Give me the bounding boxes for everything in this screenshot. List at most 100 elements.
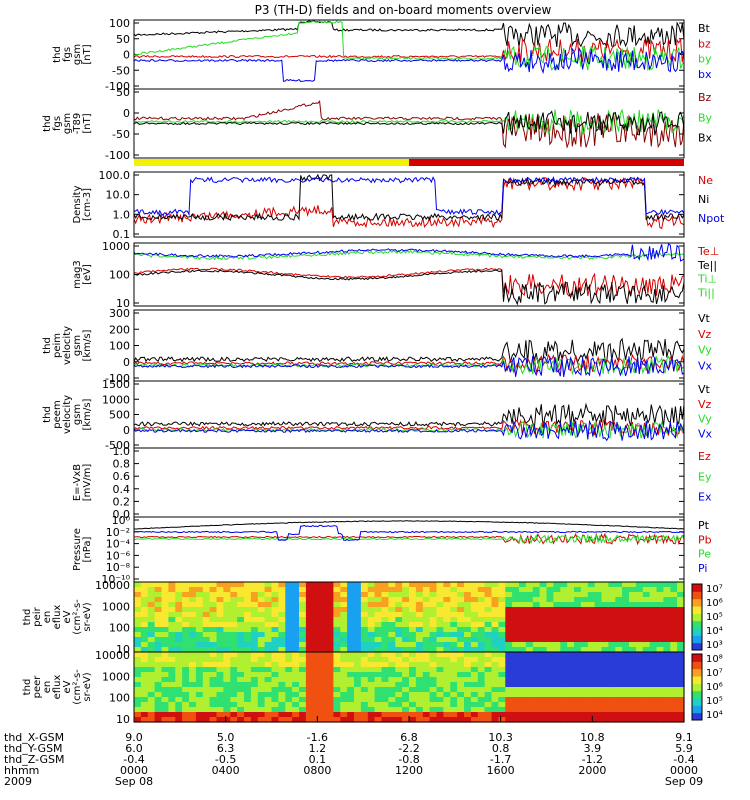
spectrogram-cell (340, 632, 348, 638)
ylabel-line: gsm (72, 335, 83, 356)
spectrogram-cell (491, 692, 499, 698)
spectrogram-cell (264, 697, 273, 703)
spectrogram-cell (319, 687, 328, 693)
ylabel-line: thd (42, 337, 53, 354)
spectrogram-cell (670, 617, 678, 623)
spectrogram-cell (587, 657, 596, 663)
spectrogram-cell (402, 592, 410, 598)
spectrogram-cell (642, 657, 651, 663)
spectrogram-cell (663, 662, 671, 668)
spectrogram-cell (525, 622, 534, 628)
spectrogram-cell (195, 587, 204, 593)
spectrogram-cell (347, 632, 355, 638)
xaxis-row-label: thd_X-GSM (4, 731, 64, 744)
spectrogram-cell (519, 667, 527, 673)
spectrogram-cell (574, 662, 582, 668)
spectrogram-cell (354, 597, 362, 603)
spectrogram-cell (498, 697, 506, 703)
spectrogram-cell (539, 592, 548, 598)
spectrogram-cell (601, 667, 609, 673)
spectrogram-cell (594, 672, 603, 678)
spectrogram-cell (244, 602, 252, 608)
spectrogram-cell (615, 687, 623, 693)
spectrogram-cell (230, 597, 238, 603)
legend-te||: Te|| (697, 259, 717, 272)
spectrogram-cell (649, 607, 658, 613)
spectrogram-cell (360, 697, 369, 703)
spectrogram-cell (326, 707, 334, 713)
spectrogram-cell (409, 707, 417, 713)
spectrogram-cell (347, 652, 355, 658)
spectrogram-cell (608, 627, 616, 633)
colorbar-band (692, 591, 702, 600)
spectrogram-cell (299, 712, 307, 718)
spectrogram-cell (450, 657, 458, 663)
spectrogram-cell (374, 667, 383, 673)
spectrogram-cell (629, 607, 637, 613)
ytick-label: 50 (116, 86, 130, 99)
spectrogram-cell (532, 672, 541, 678)
spectrogram-cell (429, 612, 438, 618)
spectrogram-cell (567, 717, 575, 723)
spectrogram-cell (230, 672, 238, 678)
xaxis-row-label: thd_Y-GSM (4, 742, 63, 755)
spectrogram-cell (374, 597, 383, 603)
spectrogram-cell (134, 587, 142, 593)
spectrogram-cell (450, 707, 458, 713)
spectrogram-cell (594, 617, 603, 623)
spectrogram-cell (635, 622, 644, 628)
spectrogram-cell (450, 587, 458, 593)
spectrogram-cell (429, 647, 438, 653)
spectrogram-cell (402, 717, 410, 723)
spectrogram-cell (230, 697, 238, 703)
spectrogram-cell (491, 592, 499, 598)
spectrogram-cell (519, 672, 527, 678)
spectrogram-cell (546, 592, 554, 598)
colorbar-tick: 10⁷ (706, 584, 723, 595)
spectrogram-cell (244, 622, 252, 628)
spectrogram-cell (154, 607, 163, 613)
spectrogram-cell (360, 702, 369, 708)
spectrogram-cell (147, 677, 156, 683)
spectrogram-cell (484, 717, 493, 723)
ylabel-line: Density (72, 185, 83, 223)
spectrogram-cell (292, 647, 300, 653)
spectrogram-cell (553, 692, 561, 698)
spectrogram-cell (244, 587, 252, 593)
xtick-label: -0.4 (123, 753, 144, 766)
spectrogram-cell (367, 592, 376, 598)
spectrogram-cell (436, 607, 444, 613)
spectrogram-cell (340, 637, 348, 643)
spectrogram-cell (189, 662, 197, 668)
spectrogram-cell (415, 607, 424, 613)
spectrogram-cell (484, 627, 493, 633)
spectrogram-cell (367, 597, 376, 603)
spectrogram-cell (271, 612, 279, 618)
spectrogram-cell (580, 637, 589, 643)
spectrogram-cell (498, 667, 506, 673)
spectrogram-cell (656, 647, 664, 653)
spectrogram-cell (257, 682, 266, 688)
spectrogram-cell (567, 587, 575, 593)
spectrogram-cell (182, 637, 190, 643)
spectrogram-cell (285, 582, 293, 588)
spectrogram-cell (642, 597, 651, 603)
spectrogram-cell (663, 697, 671, 703)
spectrogram-cell (457, 682, 465, 688)
spectrogram-cell (470, 657, 479, 663)
ylabel-line: [km/s] (82, 398, 93, 430)
spectrogram-cell (202, 717, 211, 723)
spectrogram-cell (505, 597, 513, 603)
spectrogram-cell (134, 647, 142, 653)
spectrogram-cell (140, 612, 149, 618)
spectrogram-cell (546, 712, 554, 718)
spectrogram-cell (354, 712, 362, 718)
spectrogram-cell (553, 642, 561, 648)
spectrogram-cell (477, 612, 486, 618)
spectrogram-cell (567, 647, 575, 653)
spectrogram-cell (594, 622, 603, 628)
colorbar-band (692, 642, 702, 651)
spectrogram-cell (292, 672, 300, 678)
spectrogram-cell (347, 692, 355, 698)
